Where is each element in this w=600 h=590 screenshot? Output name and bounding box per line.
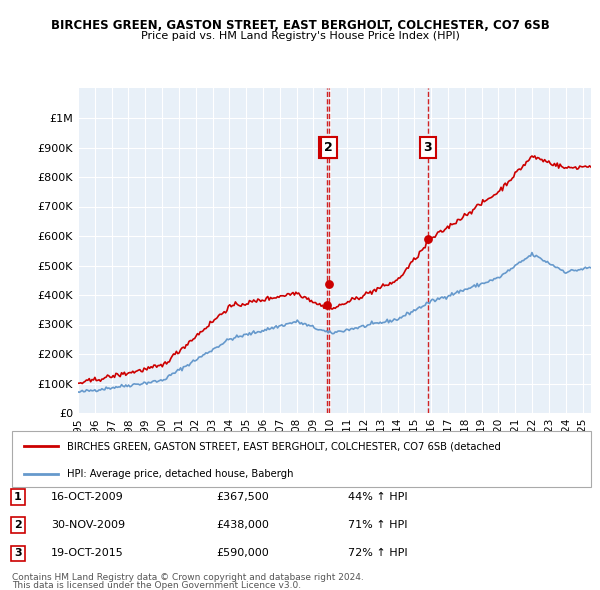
Text: 3: 3 (14, 549, 22, 558)
Text: Contains HM Land Registry data © Crown copyright and database right 2024.: Contains HM Land Registry data © Crown c… (12, 572, 364, 582)
Text: BIRCHES GREEN, GASTON STREET, EAST BERGHOLT, COLCHESTER, CO7 6SB: BIRCHES GREEN, GASTON STREET, EAST BERGH… (50, 19, 550, 32)
Text: 19-OCT-2015: 19-OCT-2015 (51, 549, 124, 558)
Text: This data is licensed under the Open Government Licence v3.0.: This data is licensed under the Open Gov… (12, 581, 301, 590)
Text: 3: 3 (424, 141, 432, 154)
Text: £367,500: £367,500 (216, 492, 269, 502)
Text: 30-NOV-2009: 30-NOV-2009 (51, 520, 125, 530)
Text: HPI: Average price, detached house, Babergh: HPI: Average price, detached house, Babe… (67, 470, 293, 480)
Text: 16-OCT-2009: 16-OCT-2009 (51, 492, 124, 502)
Point (324, 279, 334, 289)
Text: 44% ↑ HPI: 44% ↑ HPI (348, 492, 407, 502)
Text: 1: 1 (14, 492, 22, 502)
Text: 71% ↑ HPI: 71% ↑ HPI (348, 520, 407, 530)
Text: 2: 2 (325, 141, 333, 154)
Text: Price paid vs. HM Land Registry's House Price Index (HPI): Price paid vs. HM Land Registry's House … (140, 31, 460, 41)
Text: BIRCHES GREEN, GASTON STREET, EAST BERGHOLT, COLCHESTER, CO7 6SB (detached: BIRCHES GREEN, GASTON STREET, EAST BERGH… (67, 441, 501, 451)
Point (322, 300, 332, 309)
Text: £590,000: £590,000 (216, 549, 269, 558)
Text: 1: 1 (322, 141, 331, 154)
Text: £438,000: £438,000 (216, 520, 269, 530)
Text: 72% ↑ HPI: 72% ↑ HPI (348, 549, 407, 558)
FancyBboxPatch shape (12, 431, 591, 487)
Point (423, 234, 433, 244)
Text: 2: 2 (14, 520, 22, 530)
